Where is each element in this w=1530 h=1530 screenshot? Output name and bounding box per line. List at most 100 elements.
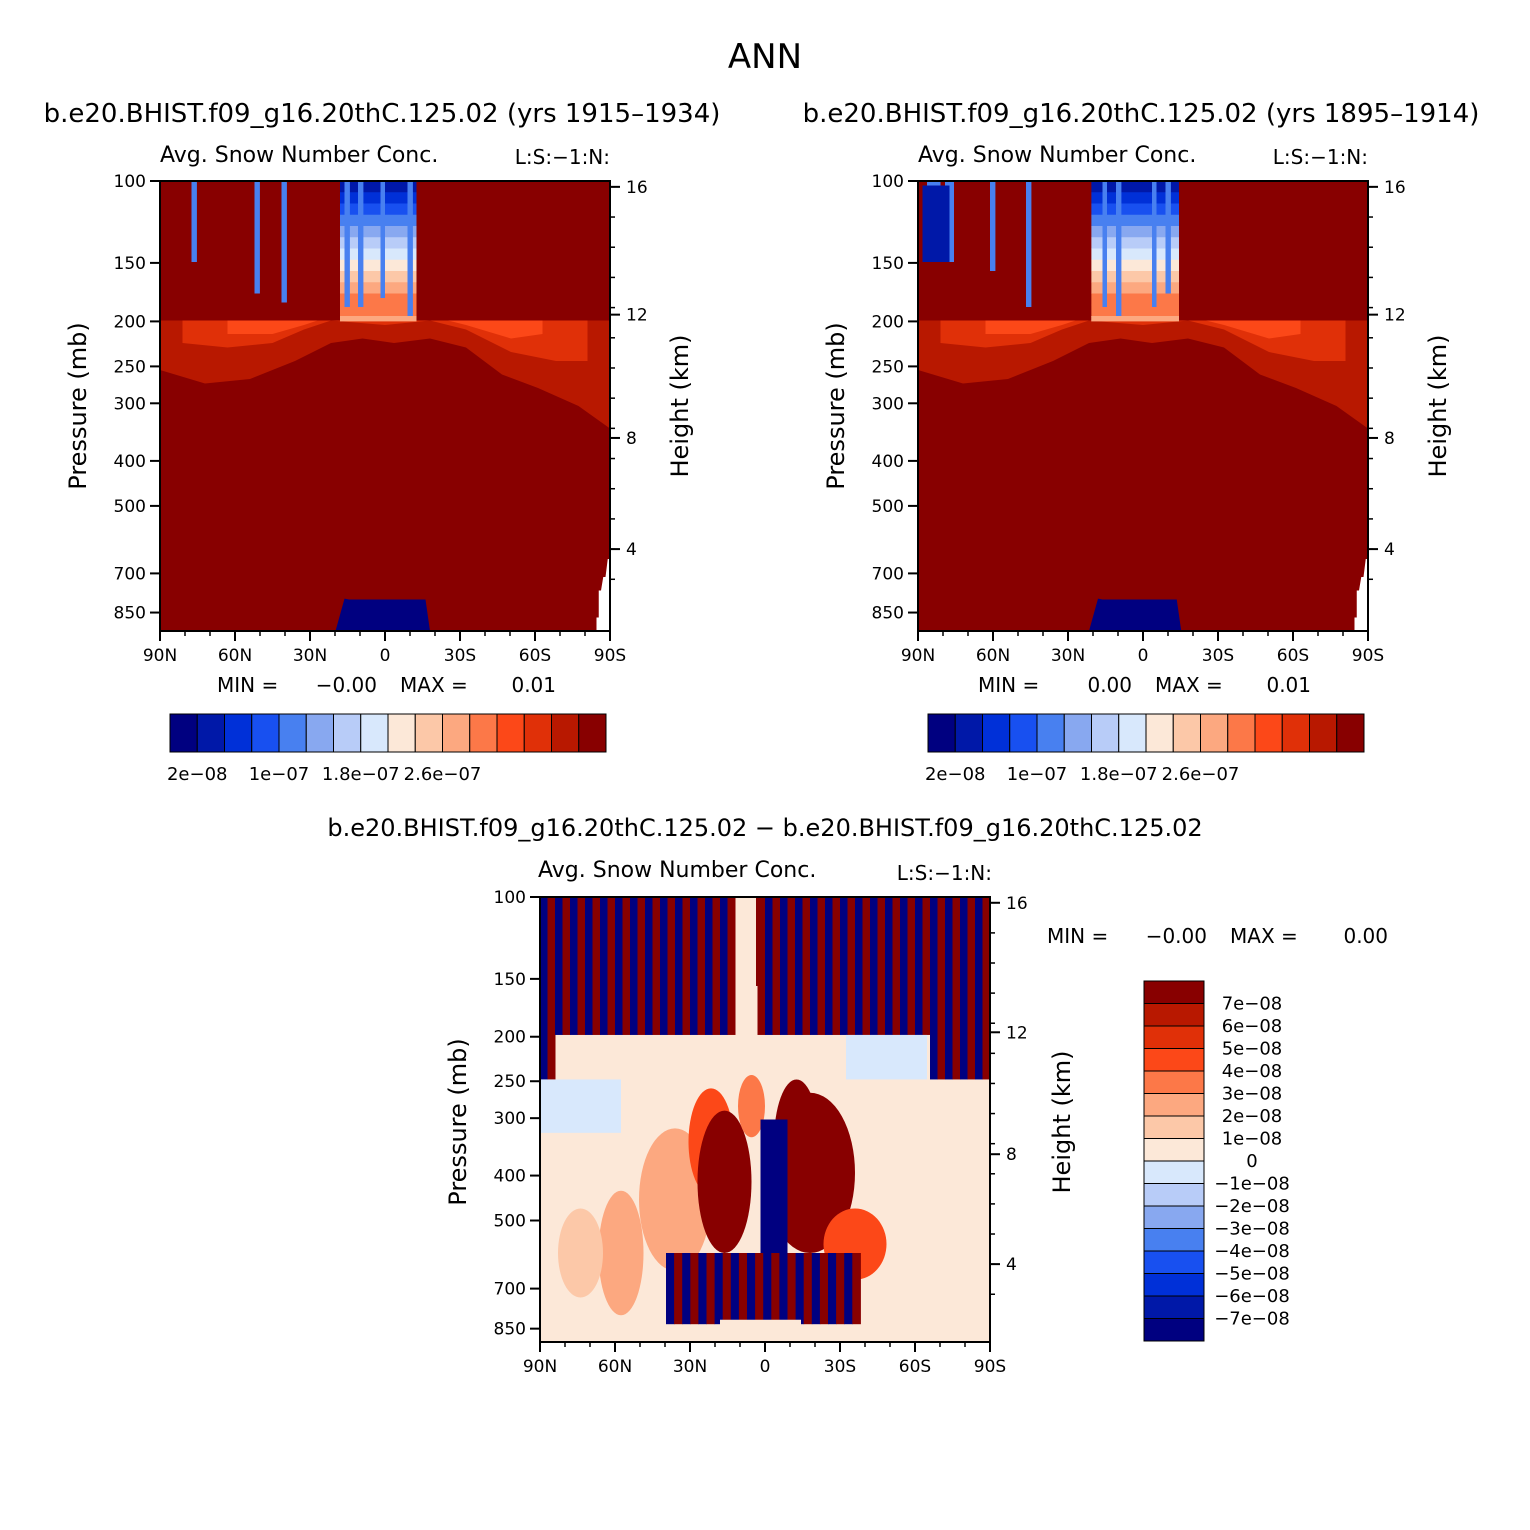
height-tick-label: 8	[1006, 1145, 1017, 1165]
upper-streak	[937, 897, 946, 1080]
colorbar-label: 2e−08	[167, 764, 228, 785]
colorbar-label: 3e−08	[1222, 1084, 1283, 1105]
lower-streak	[803, 1253, 813, 1325]
colorbar-box	[578, 713, 607, 753]
light-blue-region	[846, 1034, 927, 1080]
lower-streak	[787, 1253, 797, 1325]
x-tick-label: 90S	[1352, 646, 1384, 666]
lower-streak	[682, 1253, 691, 1325]
tropical-column-layer	[1091, 282, 1179, 294]
panel-1-subtitle: Avg. Snow Number Conc.	[160, 143, 438, 168]
upper-streak	[562, 897, 571, 1035]
colorbar-label: 1.8e−07	[322, 764, 400, 785]
colorbar-box	[333, 713, 362, 753]
equatorial-streak	[756, 897, 765, 986]
y-tick-label: 850	[494, 1320, 526, 1340]
tropical-column-layer	[1091, 214, 1179, 227]
upper-streak	[585, 897, 593, 1035]
colorbar-label: −1e−08	[1214, 1174, 1290, 1195]
panel-3-ylabel-right: Height (km)	[1048, 1051, 1076, 1194]
colorbar-label: −6e−08	[1214, 1286, 1290, 1307]
polar-patch	[922, 185, 950, 262]
upper-streak	[1165, 181, 1171, 294]
upper-streak	[254, 181, 260, 294]
colorbar-box	[1118, 713, 1147, 753]
colorbar-box	[496, 713, 525, 753]
height-tick-label: 16	[1384, 178, 1406, 198]
lower-streak	[730, 1253, 740, 1325]
tropical-column-layer	[1091, 271, 1179, 283]
upper-streak	[705, 897, 713, 1035]
colorbar-box	[523, 713, 552, 753]
tropical-column-layer	[1091, 259, 1179, 272]
upper-streak	[847, 897, 856, 1035]
upper-streak	[344, 181, 350, 307]
upper-streak	[840, 897, 848, 1035]
upper-streak	[802, 897, 811, 1035]
upper-streak	[832, 897, 841, 1035]
upper-streak	[967, 897, 976, 1080]
lower-streak	[690, 1253, 699, 1325]
colorbar-box	[224, 713, 253, 753]
upper-streak	[945, 897, 953, 1080]
tropical-column-layer	[340, 226, 417, 238]
upper-streak	[952, 897, 961, 1080]
tropopause-band	[227, 316, 543, 339]
colorbar-box	[954, 713, 983, 753]
colorbar-label: 2.6e−07	[1162, 764, 1240, 785]
colorbar-box	[1172, 713, 1201, 753]
x-tick-label: 60S	[1277, 646, 1309, 666]
panel-1-y-axis: 100 150 200 250 300 400 500 700 850	[114, 172, 160, 624]
x-tick-label: 60S	[899, 1357, 931, 1377]
tropopause-band	[918, 320, 1368, 429]
y-tick-label: 100	[494, 888, 526, 908]
colorbar-box	[1143, 1070, 1205, 1094]
panel-3-ylabel: Pressure (mb)	[444, 1038, 472, 1205]
tropical-column-base	[1091, 316, 1179, 322]
colorbar-box	[1143, 1025, 1205, 1049]
upper-streak	[982, 897, 990, 1080]
lower-streak	[722, 1253, 732, 1325]
below-ground	[1354, 559, 1368, 631]
tropical-column-layer	[340, 304, 417, 317]
colorbar-label: −7e−08	[1214, 1309, 1290, 1330]
colorbar-box	[1143, 1003, 1205, 1027]
colorbar-box	[1227, 713, 1256, 753]
x-tick-label: 90S	[594, 646, 626, 666]
y-tick-label: 300	[114, 394, 146, 414]
colorbar-box	[1143, 1093, 1205, 1117]
colorbar-box	[387, 713, 416, 753]
colorbar-box	[927, 713, 956, 753]
upper-streak	[990, 181, 996, 271]
upper-streak	[637, 897, 646, 1035]
panel-2-y-axis: 100 150 200 250 300 400 500 700 850	[872, 172, 918, 624]
upper-streak	[667, 897, 676, 1035]
colorbar-box	[1200, 713, 1229, 753]
panel-2-x-axis: 90N 60N 30N 0 30S 60S 90S	[901, 631, 1384, 666]
upper-streak	[862, 897, 871, 1035]
y-tick-label: 150	[872, 254, 904, 274]
upper-streak	[407, 181, 413, 316]
colorbar-box	[1143, 1205, 1205, 1229]
height-tick-label: 12	[1384, 306, 1406, 326]
panel-3-x-axis: 90N 60N 30N 0 30S 60S 90S	[523, 1342, 1006, 1377]
panel-2-min-value: 0.00	[1087, 673, 1132, 697]
x-tick-label: 90N	[901, 646, 935, 666]
anomaly-blob	[558, 1208, 603, 1298]
panel-3-field	[540, 897, 990, 1342]
x-tick-label: 30N	[293, 646, 327, 666]
x-tick-label: 90N	[523, 1357, 557, 1377]
upper-streak	[1116, 181, 1122, 316]
upper-streak	[1152, 181, 1157, 307]
tropopause-band	[985, 316, 1301, 339]
upper-streak	[281, 181, 287, 303]
upper-streak	[930, 897, 938, 1080]
upper-streak	[892, 897, 901, 1035]
upper-streak	[690, 897, 698, 1035]
tropical-column-layer	[1091, 192, 1179, 204]
tropical-column-layer	[340, 248, 417, 261]
panel-2-max-label: MAX =	[1155, 673, 1223, 697]
lower-streak	[698, 1253, 707, 1325]
upper-streak	[652, 897, 661, 1035]
column-edge	[335, 181, 340, 316]
